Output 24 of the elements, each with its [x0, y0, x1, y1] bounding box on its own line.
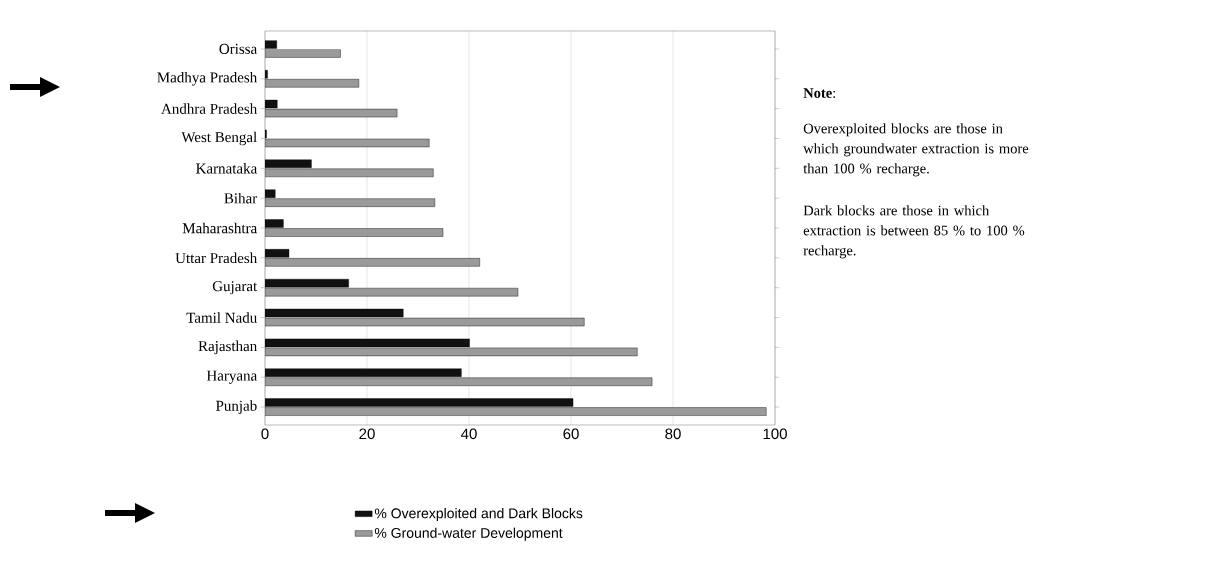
legend-label: % Ground-water Development: [374, 527, 563, 541]
y-tick-label: Bihar: [224, 192, 258, 204]
y-tick-label: Uttar Pradesh: [175, 252, 258, 264]
legend-label: % Overexploited and Dark Blocks: [374, 507, 583, 522]
y-tick-label: Tamil Nadu: [186, 312, 257, 323]
text: Note:: [803, 88, 836, 98]
y-tick-label: Madhya Pradesh: [157, 71, 258, 86]
y-tick-label: Orissa: [219, 43, 257, 54]
x-tick-label: 60: [563, 428, 579, 440]
y-tick-label: Andhra Pradesh: [161, 103, 257, 114]
y-tick-label: Maharashtra: [182, 222, 257, 234]
y-tick-label: Rajasthan: [198, 340, 257, 355]
text: Overexploited blocks are those in which groundwater extraction is more than 100 % recharge.: [803, 123, 1029, 177]
x-tick-label: 80: [665, 428, 681, 440]
y-tick-label: Karnataka: [196, 163, 258, 174]
x-tick-label: 20: [359, 428, 375, 440]
y-tick-label: West Bengal: [181, 131, 257, 146]
y-tick-label: Punjab: [215, 400, 257, 414]
y-tick-label: Haryana: [206, 370, 257, 384]
x-tick-label: 40: [461, 428, 477, 440]
x-tick-label: 0: [261, 428, 269, 440]
x-tick-label: 100: [763, 428, 787, 440]
text: Dark blocks are those in which extraction is between 85 % to 100 % recharge.: [803, 205, 1025, 259]
y-tick-label: Gujarat: [212, 281, 258, 295]
